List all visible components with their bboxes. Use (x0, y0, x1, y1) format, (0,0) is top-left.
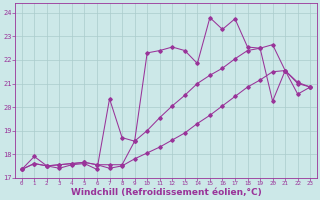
X-axis label: Windchill (Refroidissement éolien,°C): Windchill (Refroidissement éolien,°C) (71, 188, 261, 197)
